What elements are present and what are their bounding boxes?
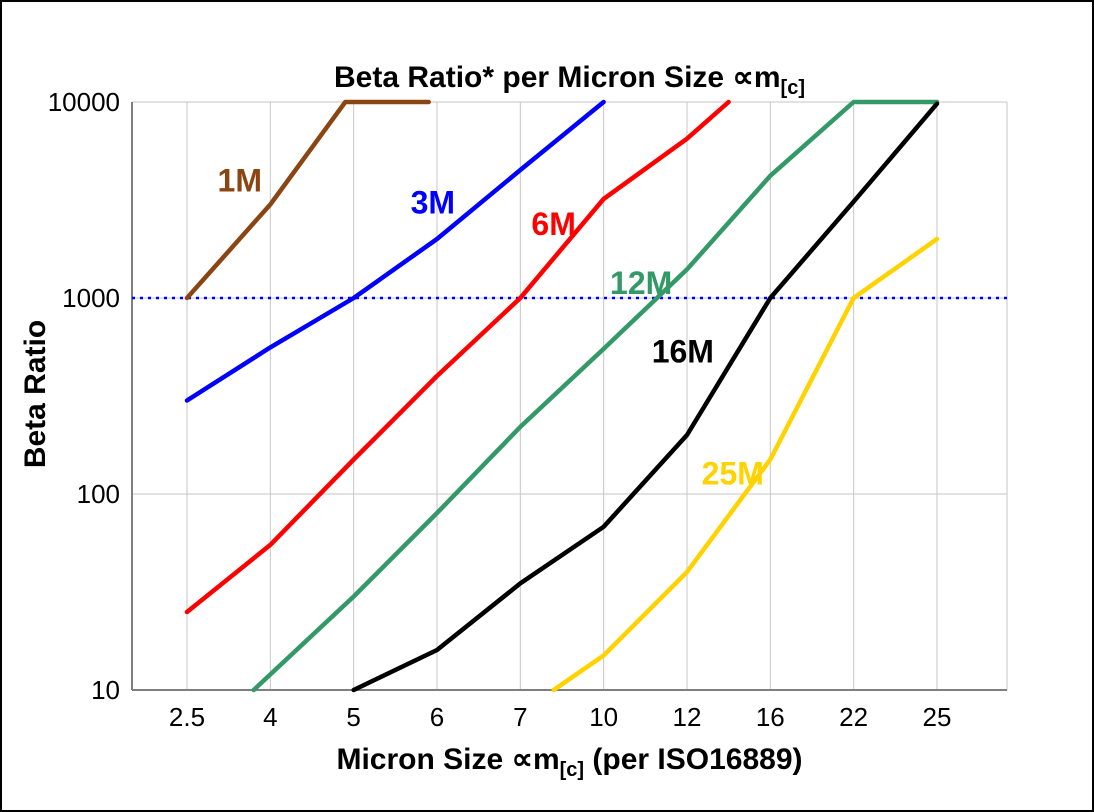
x-tick-label-6: 6 (430, 702, 444, 732)
series-label-25M: 25M (702, 455, 764, 491)
series-line-6M (184, 99, 731, 615)
series-label-1M: 1M (218, 162, 262, 198)
chart-title-subscript: [c] (780, 77, 805, 99)
series-line-3M (184, 99, 606, 403)
series-label-12M: 12M (610, 265, 672, 301)
x-tick-label-7: 7 (513, 702, 527, 732)
series-line-25M (551, 236, 940, 693)
y-tick-label-10000: 10000 (48, 87, 120, 117)
x-tick-label-12: 12 (673, 702, 702, 732)
x-tick-label-4: 4 (263, 702, 277, 732)
series-line-16M (351, 101, 940, 693)
x-axis-title-subscript: [c] (559, 759, 585, 781)
series-label-16M: 16M (652, 333, 714, 369)
chart-title-text: Beta Ratio* per Micron Size ∝m (334, 61, 781, 94)
series-line-1M (184, 99, 431, 301)
y-tick-label-10: 10 (91, 675, 120, 705)
x-tick-label-5: 5 (346, 702, 360, 732)
chart-title: Beta Ratio* per Micron Size ∝m[c] (132, 60, 1007, 99)
x-axis-title: Micron Size ∝m[c] (per ISO16889) (132, 742, 1007, 781)
series-line-12M (251, 99, 940, 693)
x-axis-title-pre: Micron Size ∝m (336, 743, 560, 776)
x-axis-title-post: (per ISO16889) (584, 743, 803, 776)
y-tick-label-1000: 1000 (62, 283, 120, 313)
x-tick-label-2.5: 2.5 (169, 702, 205, 732)
x-tick-label-10: 10 (589, 702, 618, 732)
x-tick-label-25: 25 (923, 702, 952, 732)
x-tick-label-22: 22 (839, 702, 868, 732)
y-axis-title: Beta Ratio (19, 319, 52, 469)
series-label-3M: 3M (411, 184, 455, 220)
series-label-6M: 6M (531, 206, 575, 242)
y-tick-label-100: 100 (77, 479, 120, 509)
x-tick-label-16: 16 (756, 702, 785, 732)
